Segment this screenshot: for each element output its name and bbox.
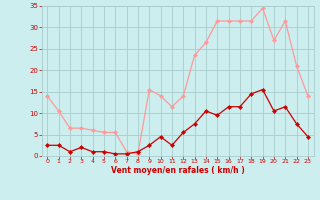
X-axis label: Vent moyen/en rafales ( km/h ): Vent moyen/en rafales ( km/h ) [111,166,244,175]
